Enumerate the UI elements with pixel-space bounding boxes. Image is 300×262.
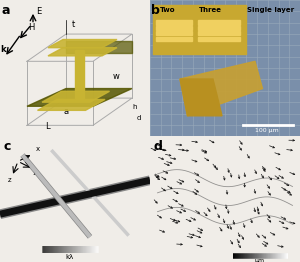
Polygon shape — [180, 61, 262, 116]
Polygon shape — [66, 41, 132, 53]
Bar — [198, 20, 240, 25]
Text: Single layer: Single layer — [247, 7, 294, 13]
Polygon shape — [48, 48, 117, 56]
Text: x: x — [36, 146, 40, 152]
Polygon shape — [38, 100, 105, 110]
Text: d: d — [136, 115, 141, 121]
Text: c: c — [3, 140, 10, 153]
Text: L: L — [45, 122, 50, 132]
Text: kλ: kλ — [65, 254, 73, 260]
Bar — [156, 26, 192, 30]
Bar — [198, 31, 240, 35]
Polygon shape — [75, 50, 84, 100]
Bar — [156, 31, 192, 35]
Polygon shape — [27, 89, 132, 106]
Text: d: d — [153, 140, 162, 153]
Text: z: z — [8, 177, 11, 183]
Text: 100 μm: 100 μm — [255, 128, 279, 133]
Text: a: a — [2, 4, 10, 17]
Polygon shape — [48, 40, 117, 48]
Bar — [198, 37, 240, 41]
Text: a: a — [63, 107, 68, 116]
Text: w: w — [112, 72, 119, 81]
Text: E: E — [36, 7, 41, 16]
Text: b: b — [152, 4, 160, 17]
Text: h: h — [132, 104, 136, 110]
Text: μm: μm — [254, 258, 265, 262]
Text: k: k — [0, 45, 6, 54]
Bar — [153, 6, 246, 54]
Text: y: y — [33, 169, 37, 175]
Text: Two: Two — [160, 7, 176, 13]
Bar — [156, 37, 192, 41]
Polygon shape — [180, 79, 222, 116]
Bar — [198, 26, 240, 30]
Text: H: H — [28, 23, 35, 32]
Bar — [156, 20, 192, 25]
Text: Three: Three — [199, 7, 221, 13]
Text: t: t — [72, 20, 75, 29]
Polygon shape — [42, 91, 110, 102]
